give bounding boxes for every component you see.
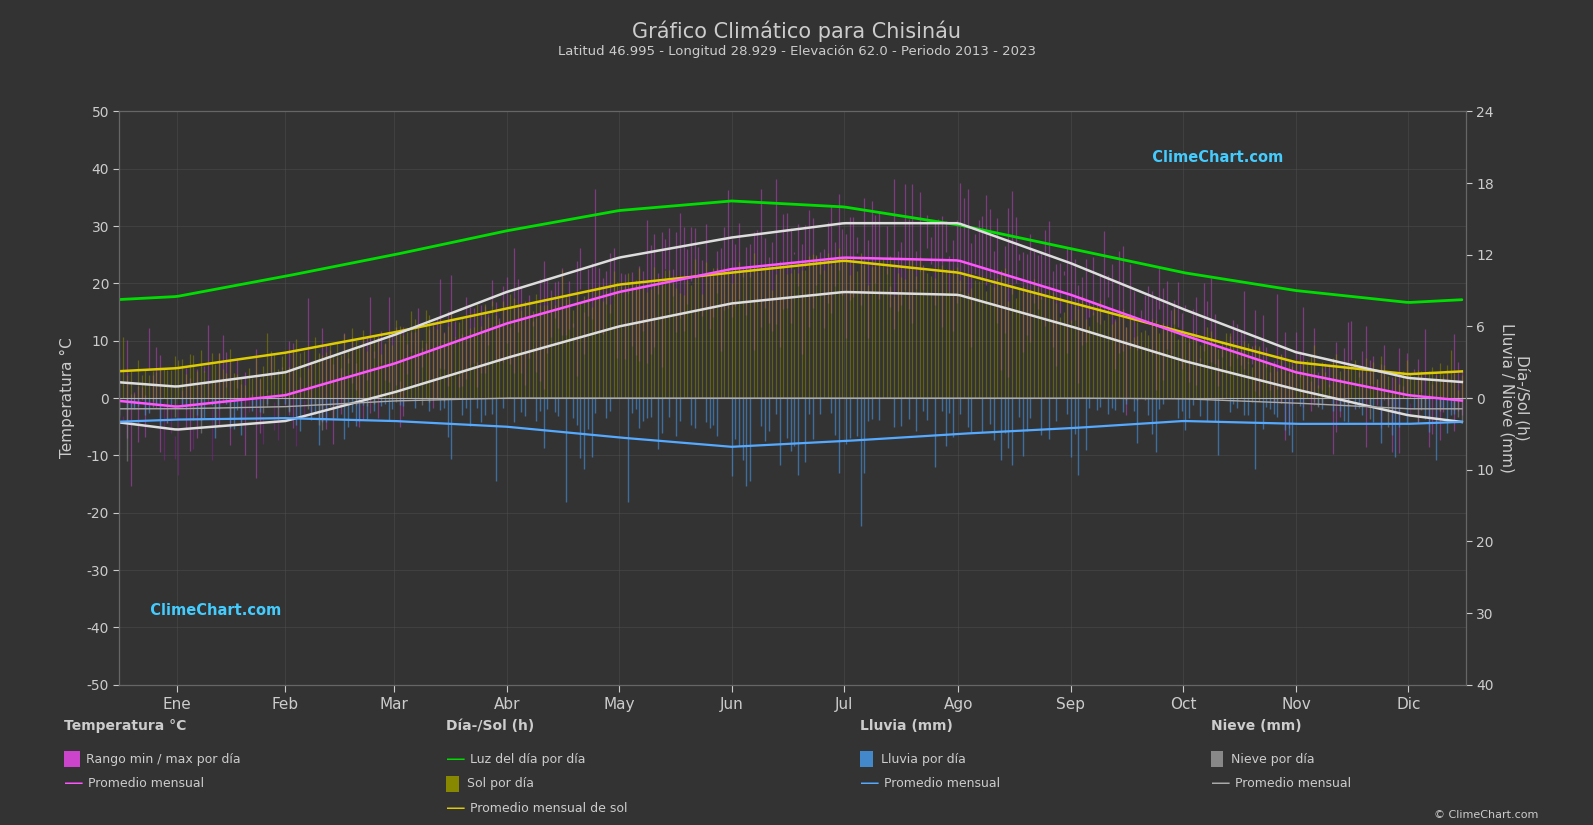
Text: Lluvia por día: Lluvia por día [881,752,965,766]
Text: Promedio mensual: Promedio mensual [1235,777,1351,790]
Text: Latitud 46.995 - Longitud 28.929 - Elevación 62.0 - Periodo 2013 - 2023: Latitud 46.995 - Longitud 28.929 - Eleva… [558,45,1035,59]
Text: Luz del día por día: Luz del día por día [470,752,586,766]
Y-axis label: Temperatura °C: Temperatura °C [61,337,75,459]
Text: —: — [1211,774,1230,794]
Text: Promedio mensual: Promedio mensual [884,777,1000,790]
Text: —: — [64,774,83,794]
Text: —: — [446,799,465,818]
Text: Promedio mensual de sol: Promedio mensual de sol [470,802,628,815]
Text: Nieve (mm): Nieve (mm) [1211,719,1301,733]
Text: © ClimeChart.com: © ClimeChart.com [1434,810,1539,820]
Text: ClimeChart.com: ClimeChart.com [1142,150,1284,165]
Text: Sol por día: Sol por día [467,777,534,790]
Text: Temperatura °C: Temperatura °C [64,719,186,733]
Text: Lluvia (mm): Lluvia (mm) [860,719,953,733]
Text: —: — [446,749,465,769]
Text: Día-/Sol (h): Día-/Sol (h) [446,719,534,733]
Y-axis label: Lluvia / Nieve (mm): Lluvia / Nieve (mm) [1499,323,1515,473]
Text: Nieve por día: Nieve por día [1231,752,1314,766]
Y-axis label: Día-/Sol (h): Día-/Sol (h) [1515,356,1529,441]
Text: Promedio mensual: Promedio mensual [88,777,204,790]
Text: Rango min / max por día: Rango min / max por día [86,752,241,766]
Text: Gráfico Climático para Chisináu: Gráfico Climático para Chisináu [632,21,961,42]
Text: —: — [860,774,879,794]
Text: ClimeChart.com: ClimeChart.com [140,603,280,618]
